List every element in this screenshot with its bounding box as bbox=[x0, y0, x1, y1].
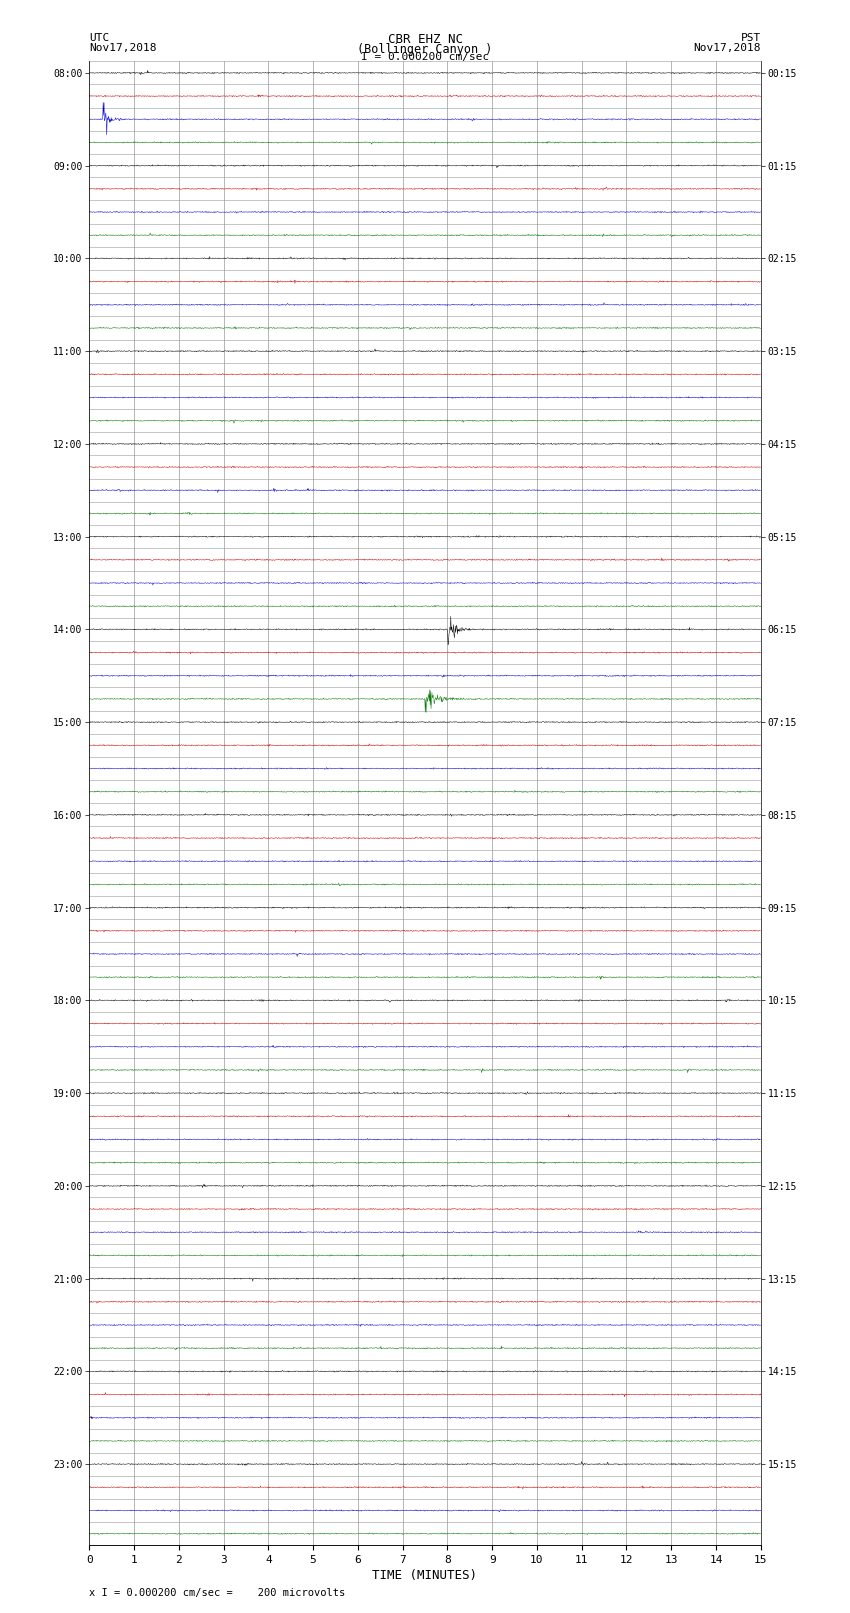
Text: Nov17,2018: Nov17,2018 bbox=[89, 44, 156, 53]
Text: (Bollinger Canyon ): (Bollinger Canyon ) bbox=[357, 44, 493, 56]
Text: x I = 0.000200 cm/sec =    200 microvolts: x I = 0.000200 cm/sec = 200 microvolts bbox=[89, 1589, 345, 1598]
Text: I = 0.000200 cm/sec: I = 0.000200 cm/sec bbox=[361, 52, 489, 63]
Text: Nov17,2018: Nov17,2018 bbox=[694, 44, 761, 53]
Text: PST: PST bbox=[740, 32, 761, 44]
Text: CBR EHZ NC: CBR EHZ NC bbox=[388, 32, 462, 47]
Text: UTC: UTC bbox=[89, 32, 110, 44]
X-axis label: TIME (MINUTES): TIME (MINUTES) bbox=[372, 1569, 478, 1582]
